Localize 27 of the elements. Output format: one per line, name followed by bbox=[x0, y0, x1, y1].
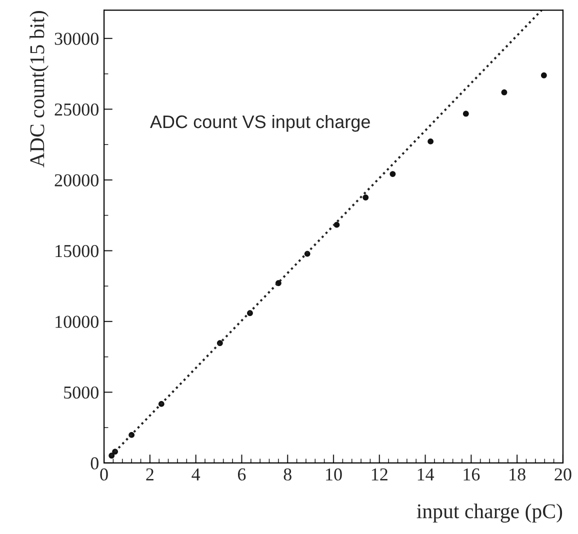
x-tick-label: 2 bbox=[146, 468, 154, 480]
y-tick-label: 10000 bbox=[56, 316, 98, 328]
x-tick-label: 12 bbox=[372, 468, 388, 480]
x-tick-label: 4 bbox=[192, 468, 200, 480]
x-tick-label: 0 bbox=[100, 468, 108, 481]
point bbox=[390, 171, 396, 177]
y-tick-label: 30000 bbox=[54, 32, 98, 45]
y-tick-label: 25000 bbox=[54, 103, 98, 116]
x-tick-label: 6 bbox=[238, 468, 246, 481]
y-tick-label: 5000 bbox=[64, 386, 98, 399]
point bbox=[362, 194, 369, 200]
point bbox=[540, 72, 547, 78]
y-tick-label: 20000 bbox=[54, 174, 98, 186]
x-tick-label: 16 bbox=[464, 468, 480, 481]
point bbox=[428, 138, 434, 144]
x-tick-label: 18 bbox=[510, 468, 526, 481]
y-tick-label: 0 bbox=[90, 457, 98, 470]
x-tick-label: 10 bbox=[326, 468, 342, 481]
y-tick-label: 15000 bbox=[56, 244, 98, 258]
y-axis-title: ADC count(15 bit) bbox=[30, 11, 48, 168]
annotation: ADC count VS input charge bbox=[150, 114, 370, 132]
x-tick-label: 20 bbox=[554, 468, 572, 481]
point bbox=[462, 110, 469, 117]
x-tick-label: 8 bbox=[284, 468, 292, 481]
x-tick-label: 14 bbox=[418, 468, 434, 480]
point bbox=[501, 89, 508, 96]
x-axis-title: input charge (pC) bbox=[416, 504, 562, 523]
